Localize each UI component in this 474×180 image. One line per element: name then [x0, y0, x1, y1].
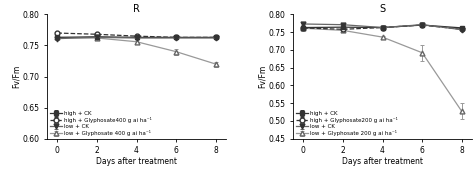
Legend: high + CK, high + Glyphosate400 g ai ha⁻¹, low + CK, low + Glyphosate 400 g ai h: high + CK, high + Glyphosate400 g ai ha⁻… [48, 110, 153, 138]
X-axis label: Days after treatment: Days after treatment [96, 157, 177, 166]
Y-axis label: Fv/Fm: Fv/Fm [12, 65, 21, 88]
Title: S: S [380, 4, 385, 14]
Title: R: R [133, 4, 140, 14]
Y-axis label: Fv/Fm: Fv/Fm [258, 65, 267, 88]
X-axis label: Days after treatment: Days after treatment [342, 157, 423, 166]
Legend: high + CK, high + Glyphosate200 g ai ha⁻¹, low + CK, low + Glyphosate 200 g ai h: high + CK, high + Glyphosate200 g ai ha⁻… [294, 110, 399, 138]
